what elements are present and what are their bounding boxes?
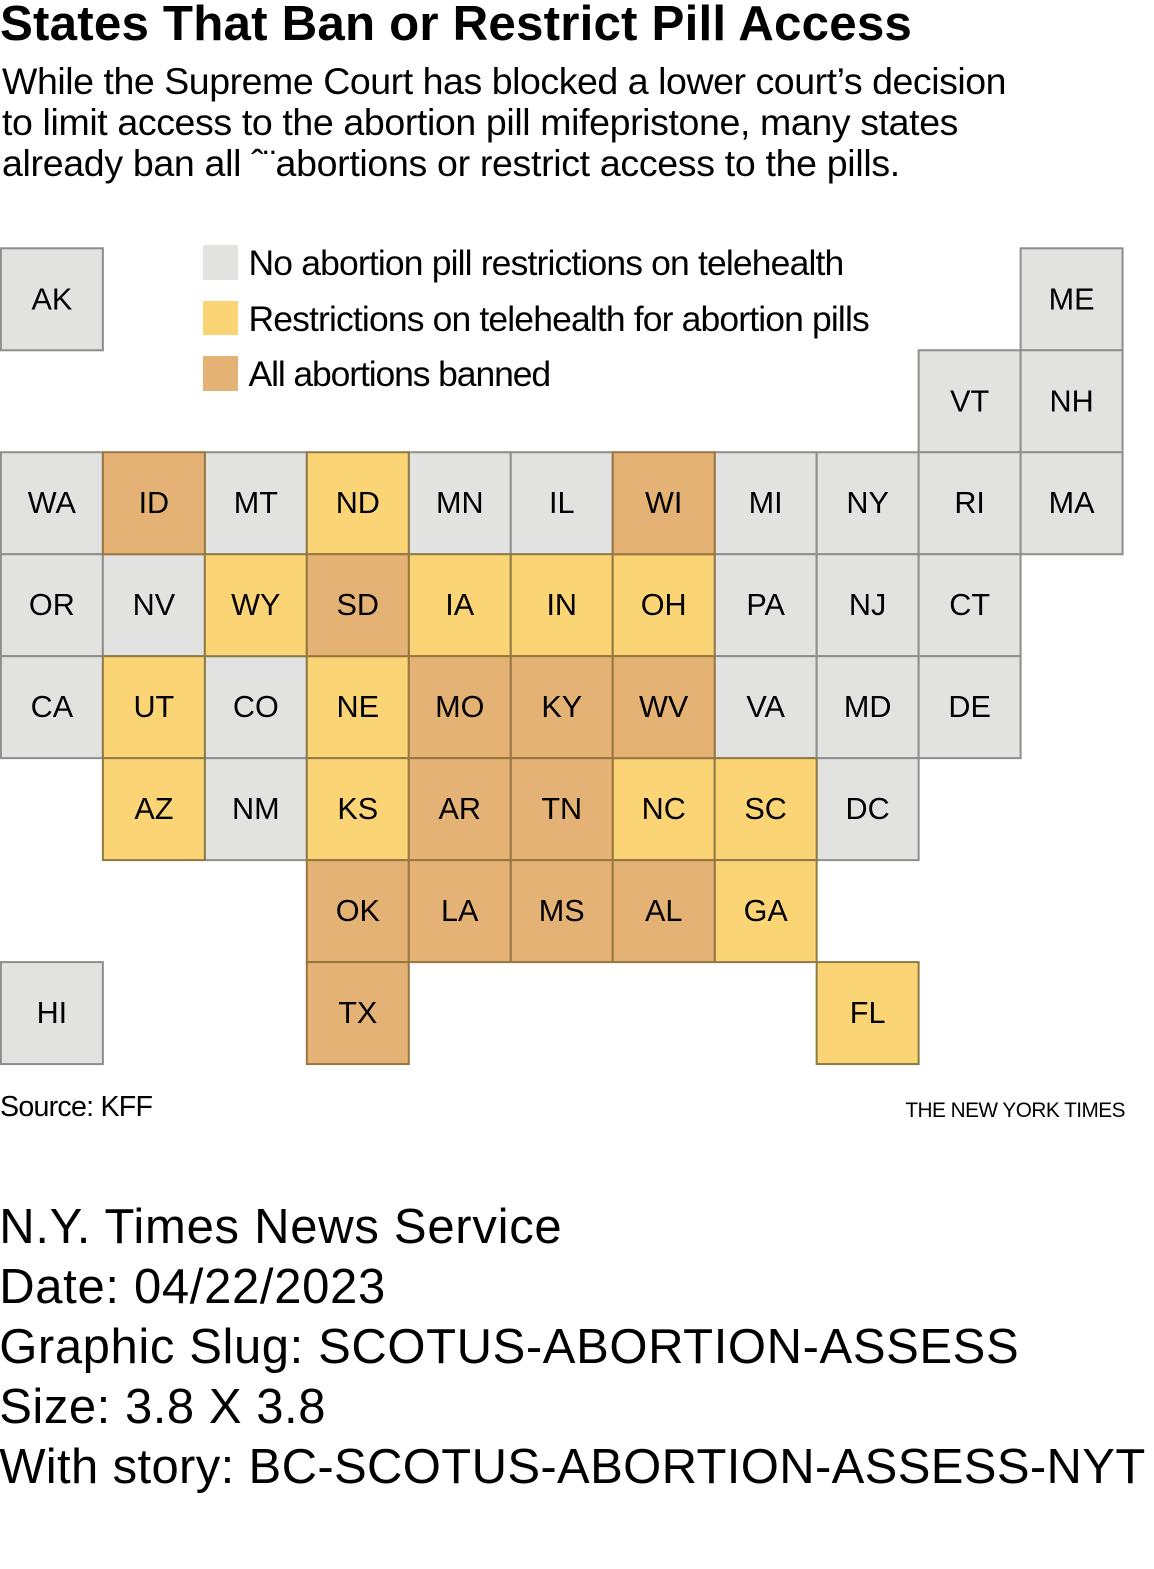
- svg-text:IL: IL: [549, 486, 575, 520]
- svg-text:TN: TN: [541, 792, 582, 826]
- svg-text:NC: NC: [642, 792, 686, 826]
- svg-text:KY: KY: [541, 690, 582, 724]
- svg-text:KS: KS: [337, 792, 378, 826]
- svg-text:CA: CA: [31, 690, 74, 724]
- svg-text:MT: MT: [234, 486, 278, 520]
- svg-text:MN: MN: [436, 486, 484, 520]
- svg-text:WY: WY: [231, 588, 280, 622]
- svg-text:UT: UT: [133, 690, 174, 724]
- svg-text:MO: MO: [435, 690, 484, 724]
- svg-text:IN: IN: [546, 588, 577, 622]
- svg-text:WI: WI: [645, 486, 682, 520]
- svg-text:MI: MI: [749, 486, 783, 520]
- svg-text:CT: CT: [949, 588, 990, 622]
- svg-text:MS: MS: [539, 894, 585, 928]
- svg-text:GA: GA: [744, 894, 789, 928]
- svg-text:OK: OK: [336, 894, 381, 928]
- svg-text:HI: HI: [37, 996, 68, 1030]
- svg-text:FL: FL: [850, 996, 886, 1030]
- svg-text:AK: AK: [31, 282, 72, 316]
- svg-text:VT: VT: [950, 384, 989, 418]
- svg-text:PA: PA: [746, 588, 785, 622]
- svg-text:NE: NE: [337, 690, 380, 724]
- svg-text:RI: RI: [954, 486, 985, 520]
- svg-text:WA: WA: [28, 486, 77, 520]
- svg-text:ND: ND: [336, 486, 380, 520]
- svg-text:CO: CO: [233, 690, 279, 724]
- svg-text:NV: NV: [133, 588, 176, 622]
- svg-text:OH: OH: [641, 588, 687, 622]
- svg-text:NH: NH: [1049, 384, 1093, 418]
- svg-text:ME: ME: [1049, 282, 1095, 316]
- svg-text:MA: MA: [1049, 486, 1095, 520]
- svg-text:DC: DC: [846, 792, 890, 826]
- svg-text:MD: MD: [844, 690, 892, 724]
- svg-text:SD: SD: [337, 588, 380, 622]
- svg-text:NY: NY: [846, 486, 889, 520]
- svg-text:AR: AR: [439, 792, 482, 826]
- svg-text:OR: OR: [29, 588, 75, 622]
- svg-text:DE: DE: [948, 690, 991, 724]
- svg-text:LA: LA: [441, 894, 479, 928]
- svg-text:TX: TX: [338, 996, 377, 1030]
- svg-text:ID: ID: [139, 486, 170, 520]
- svg-text:VA: VA: [746, 690, 785, 724]
- svg-text:SC: SC: [744, 792, 787, 826]
- svg-text:NJ: NJ: [849, 588, 886, 622]
- svg-text:AZ: AZ: [134, 792, 173, 826]
- svg-text:WV: WV: [639, 690, 689, 724]
- svg-text:NM: NM: [232, 792, 280, 826]
- svg-text:IA: IA: [445, 588, 474, 622]
- svg-text:AL: AL: [645, 894, 682, 928]
